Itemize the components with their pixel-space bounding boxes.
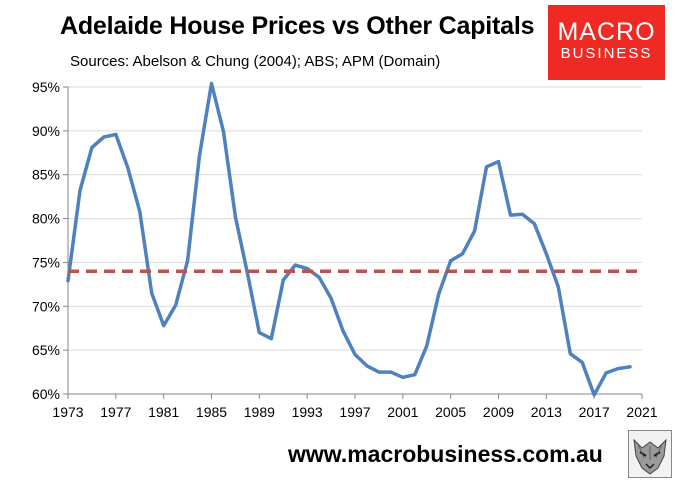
series-point (461, 252, 465, 256)
series-point (628, 365, 632, 369)
series-point (78, 189, 82, 193)
y-tick-label: 65% (32, 342, 60, 358)
y-tick-label: 85% (32, 167, 60, 183)
series-point (114, 132, 118, 136)
y-tick-label: 75% (32, 254, 60, 270)
series-point (150, 291, 154, 295)
series-point (210, 81, 213, 85)
chart-subtitle: Sources: Abelson & Chung (2004); ABS; AP… (70, 53, 441, 70)
y-tick-label: 80% (32, 211, 60, 227)
series-point (425, 344, 429, 348)
series-point (162, 324, 166, 328)
series-point (317, 275, 321, 279)
series-point (544, 252, 548, 256)
series-point (497, 160, 500, 164)
macrobusiness-logo: MACRO BUSINESS (548, 5, 665, 80)
series-point (604, 371, 608, 375)
x-tick-label: 1993 (292, 404, 323, 420)
gridlines (68, 86, 642, 351)
x-tick-label: 1985 (196, 404, 227, 420)
series-point (257, 331, 261, 335)
series-point (186, 259, 190, 263)
series-point (66, 279, 70, 283)
x-tick-label: 2013 (531, 404, 562, 420)
website-url: www.macrobusiness.com.au (288, 441, 603, 467)
series-point (568, 352, 572, 356)
y-tick-label: 60% (32, 386, 60, 402)
x-axis-ticks: 1973 1977 1981 1985 1989 1993 1997 2001 2005 2009… (52, 404, 657, 420)
y-tick-label: 90% (32, 123, 60, 139)
wolf-mascot-icon (628, 430, 672, 478)
series-point (532, 222, 536, 226)
logo-line2: BUSINESS (560, 45, 653, 62)
series-point (580, 360, 584, 364)
series-point (269, 337, 273, 341)
series-point (90, 146, 94, 150)
series-point (520, 212, 524, 216)
series-point (377, 370, 381, 374)
series-point (233, 215, 237, 219)
series-point (508, 213, 512, 217)
x-tick-label: 2009 (483, 404, 514, 420)
series-point (437, 292, 441, 296)
y-tick-label: 70% (32, 298, 60, 314)
y-axis-ticks: 60% 65% 70% 75% 80% 85% 90% 95% (32, 79, 60, 402)
logo-line1: MACRO (557, 18, 656, 46)
series-point (221, 130, 225, 134)
series-point (281, 278, 285, 282)
x-tick-label: 1973 (52, 404, 83, 420)
y-tick-label: 95% (32, 79, 60, 95)
x-tick-label: 1981 (148, 404, 179, 420)
series-point (293, 263, 297, 267)
series-point (174, 303, 178, 307)
series-point (449, 259, 453, 263)
x-tick-label: 1977 (100, 404, 131, 420)
x-tick-label: 1989 (244, 404, 275, 420)
series-point (198, 153, 202, 157)
x-tick-label: 2017 (579, 404, 610, 420)
series-point (401, 375, 405, 379)
series-point (341, 329, 345, 333)
x-tick-label: 1997 (339, 404, 370, 420)
series-point (305, 267, 309, 271)
series-layer (66, 81, 639, 397)
series-point (102, 135, 106, 139)
series-point (138, 210, 142, 214)
series-point (556, 285, 560, 289)
series-point (616, 367, 620, 371)
x-tick-label: 2021 (626, 404, 657, 420)
x-tick-label: 2005 (435, 404, 466, 420)
series-point (473, 229, 477, 233)
series-line-adelaide-ratio (66, 81, 632, 397)
chart-title: Adelaide House Prices vs Other Capitals (60, 12, 535, 40)
series-point (592, 393, 596, 397)
series-point (365, 364, 369, 368)
series-point (126, 166, 130, 170)
x-tick-label: 2001 (387, 404, 418, 420)
series-point (485, 165, 489, 169)
series-point (413, 373, 417, 377)
series-point (329, 296, 333, 300)
series-point (389, 370, 393, 374)
series-point (353, 353, 357, 357)
